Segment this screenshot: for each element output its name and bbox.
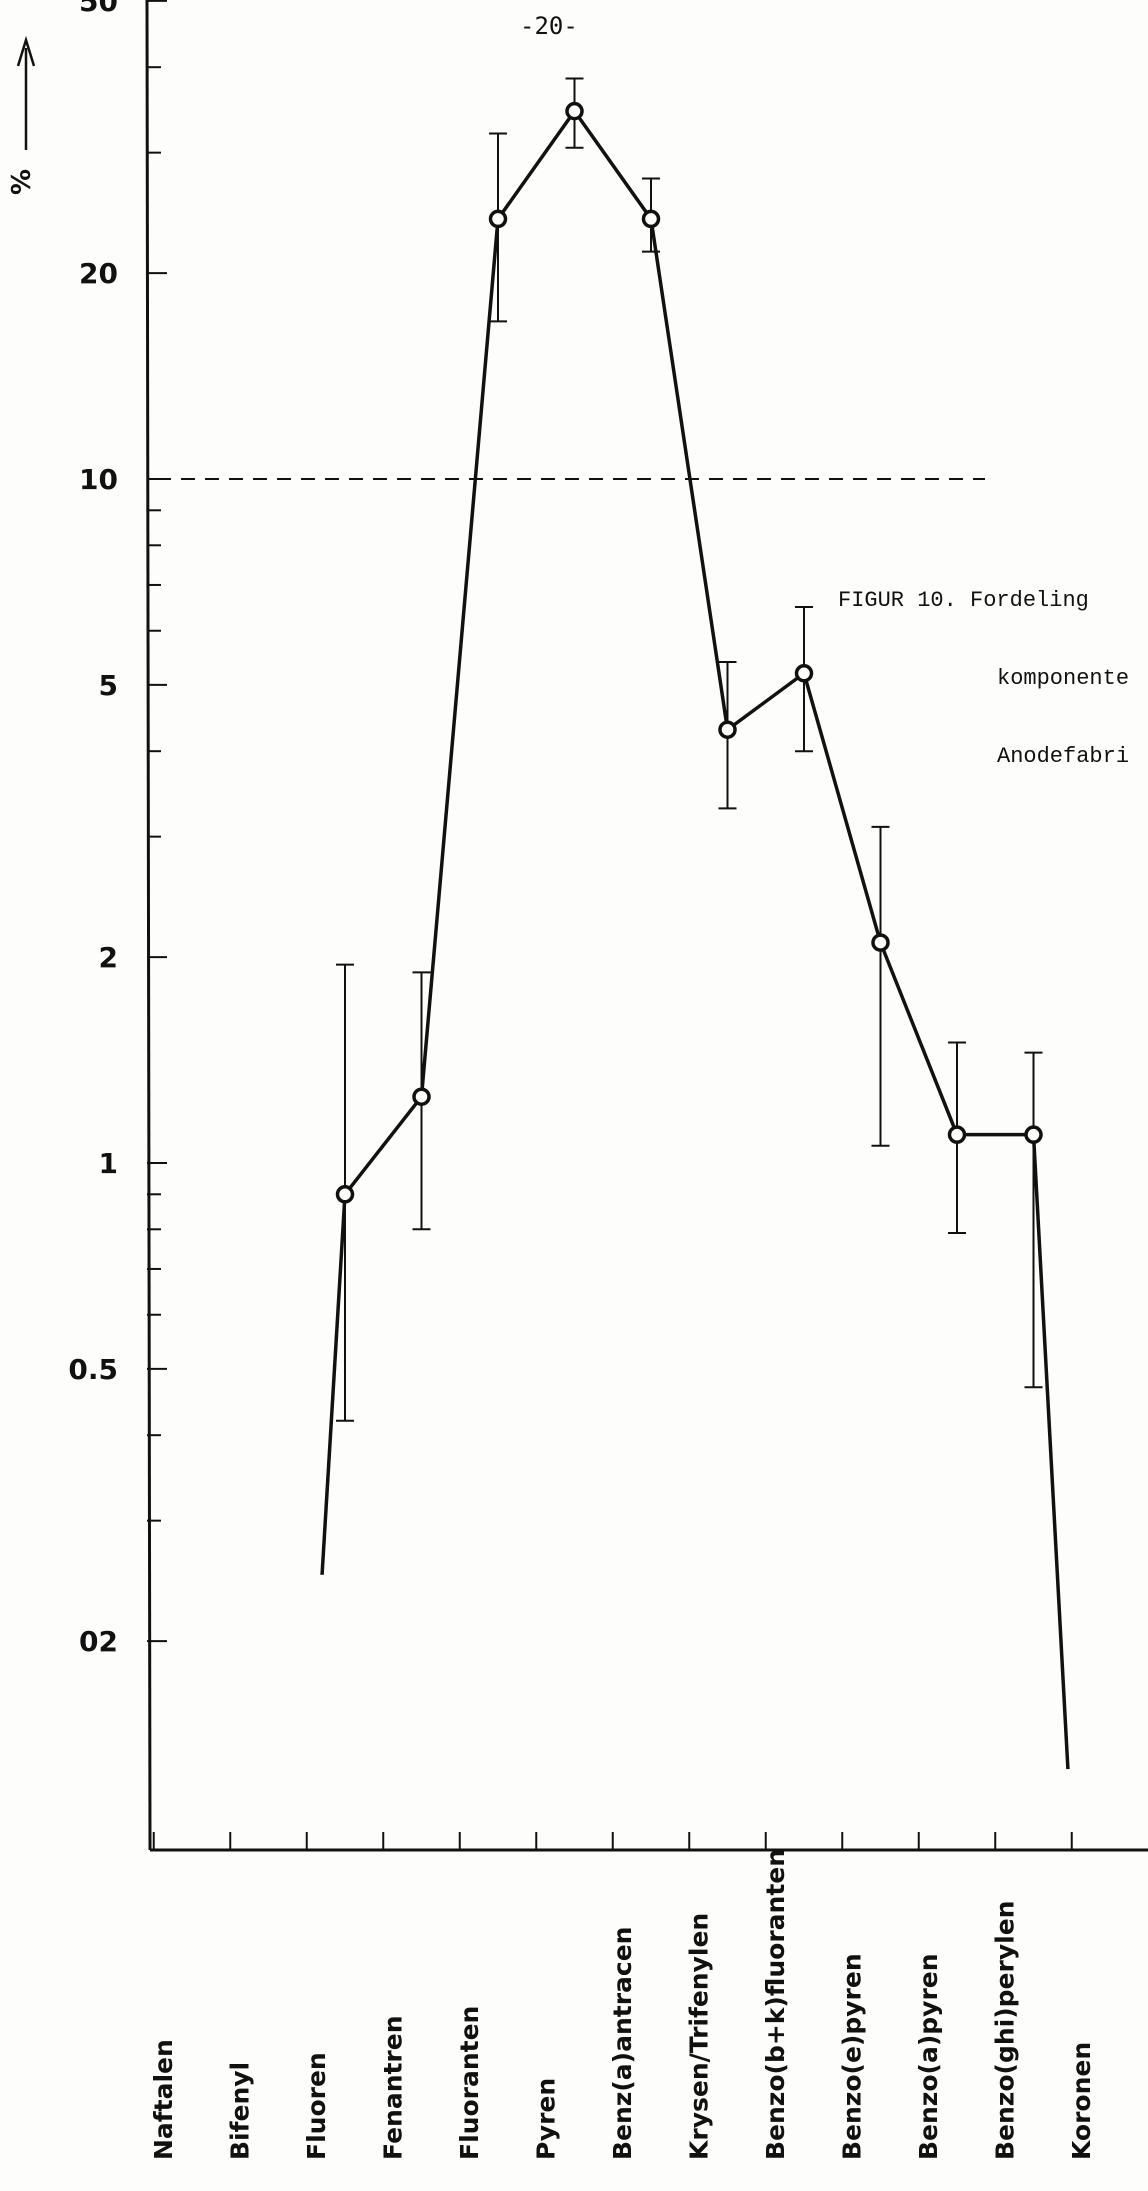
series-line-segment [343,1095,423,1196]
y-tick-label: 1 [99,1147,118,1180]
x-category-label: Fluoranten [455,2006,484,2160]
y-tick-label: 2 [99,941,118,974]
x-category-label: Benzo(a)pyren [914,1953,943,2160]
data-point [488,209,508,229]
y-tick-label: 02 [79,1625,118,1658]
x-category-label: Fenantren [379,2015,408,2160]
series-group [320,77,1070,1770]
data-point [565,101,584,121]
x-category-label: Benz(a)antracen [608,1927,637,2160]
x-category-label: Krysen/Trifenylen [685,1913,714,2160]
caption-label: FIGUR 10. [838,588,957,613]
y-tick-label: 0.5 [68,1353,118,1386]
x-category-label: Benzo(e)pyren [838,1953,867,2160]
series-line-segment [726,671,806,732]
series-line-segment [878,941,959,1136]
data-point [641,209,661,229]
series-line-segment [802,672,883,944]
series-line-segment [649,218,730,730]
caption-line-2: komponente [997,666,1130,691]
x-category-label: Pyren [532,2078,561,2160]
y-tick-label-partial: 50 [79,0,118,18]
caption-line-3: Anodefabri [997,744,1130,769]
caption-text-1: Fordeling [970,588,1089,613]
x-category-label: Naftalen [149,2039,178,2160]
data-point [718,720,737,739]
data-point [335,1185,355,1204]
data-point [794,664,814,683]
data-point [412,1087,431,1106]
data-point [871,933,890,952]
series-line-extension [1031,1134,1070,1770]
series-line-segment [419,218,500,1097]
y-tick-label: 5 [99,669,118,702]
data-point [1024,1125,1043,1144]
y-arrow-head [16,35,36,67]
labels-group: 02 0.5 1 2 5 10 20 50% Naftalen Bifenyl Fluoren Fen… [7,0,1096,2160]
caption-line-1: FIGUR 10. Fordeling [838,588,1129,614]
series-line-extension [320,1194,347,1575]
x-category-label: Fluoren [302,2052,331,2160]
x-category-label: Benzo(ghi)perylen [991,1901,1020,2160]
series-line-segment [573,110,653,220]
y-tick-label: 10 [79,463,118,496]
y-tick-label: 20 [79,257,118,290]
series-line-segment [496,110,576,220]
data-point [947,1125,967,1144]
x-category-label: Bifenyl [226,2062,255,2160]
x-category-label: Benzo(b+k)fluoranten [761,1849,790,2160]
page-number: -20- [520,12,578,40]
figure-caption: FIGUR 10. Fordeling komponente Anodefabr… [838,536,1129,822]
y-axis-label: % [7,169,37,195]
axes [16,0,1148,1852]
x-category-label: Koronen [1067,2042,1096,2160]
y-axis-line [145,0,152,1851]
